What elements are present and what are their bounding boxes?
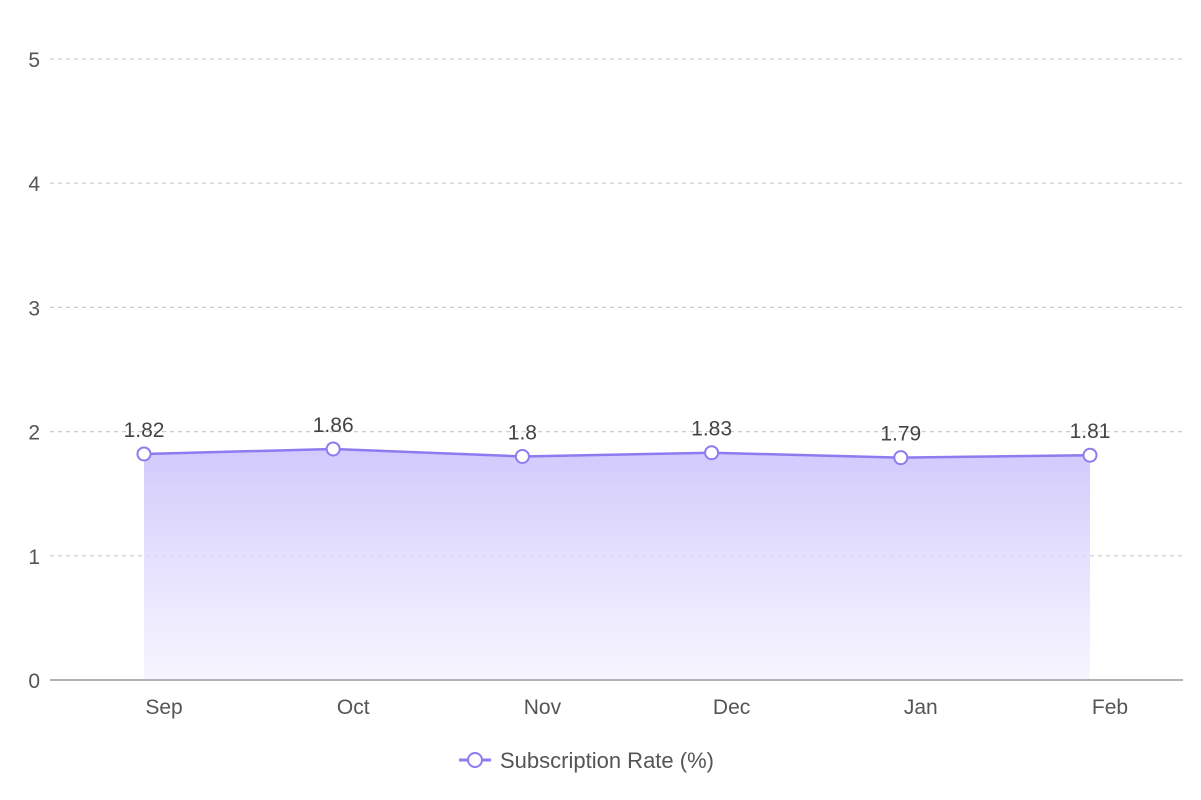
data-point bbox=[136, 446, 152, 462]
data-point bbox=[704, 445, 720, 461]
y-axis-ticks: 0 1 2 3 4 5 bbox=[28, 49, 40, 693]
data-label: 1.8 bbox=[508, 421, 537, 444]
y-tick-label: 5 bbox=[28, 49, 40, 72]
x-tick-label: Nov bbox=[524, 696, 562, 719]
series-line bbox=[143, 447, 1091, 459]
data-labels: 1.82 1.86 1.8 1.83 1.79 1.81 bbox=[124, 414, 1111, 446]
x-tick-label: Sep bbox=[145, 696, 182, 719]
series-area bbox=[143, 447, 1091, 680]
legend[interactable]: Subscription Rate (%) bbox=[459, 748, 714, 773]
y-tick-label: 3 bbox=[28, 297, 40, 320]
legend-label: Subscription Rate (%) bbox=[500, 748, 714, 773]
y-tick-label: 1 bbox=[28, 546, 40, 569]
x-tick-label: Jan bbox=[904, 696, 938, 719]
data-point bbox=[893, 450, 909, 466]
y-tick-label: 0 bbox=[28, 670, 40, 693]
x-axis-ticks: Sep Oct Nov Dec Jan Feb bbox=[145, 696, 1128, 719]
data-label: 1.83 bbox=[691, 418, 732, 441]
data-label: 1.79 bbox=[880, 423, 921, 446]
data-point bbox=[325, 441, 341, 457]
data-label: 1.86 bbox=[313, 414, 354, 437]
x-tick-label: Dec bbox=[713, 696, 750, 719]
y-tick-label: 2 bbox=[28, 422, 40, 445]
y-tick-label: 4 bbox=[28, 173, 40, 196]
x-tick-label: Oct bbox=[337, 696, 370, 719]
data-point bbox=[1082, 447, 1098, 463]
data-label: 1.81 bbox=[1070, 420, 1111, 443]
data-point bbox=[514, 448, 530, 464]
legend-marker-icon bbox=[467, 752, 483, 768]
series-points bbox=[136, 441, 1098, 466]
area-fill bbox=[144, 448, 1090, 680]
x-tick-label: Feb bbox=[1092, 696, 1128, 719]
data-label: 1.82 bbox=[124, 419, 165, 442]
